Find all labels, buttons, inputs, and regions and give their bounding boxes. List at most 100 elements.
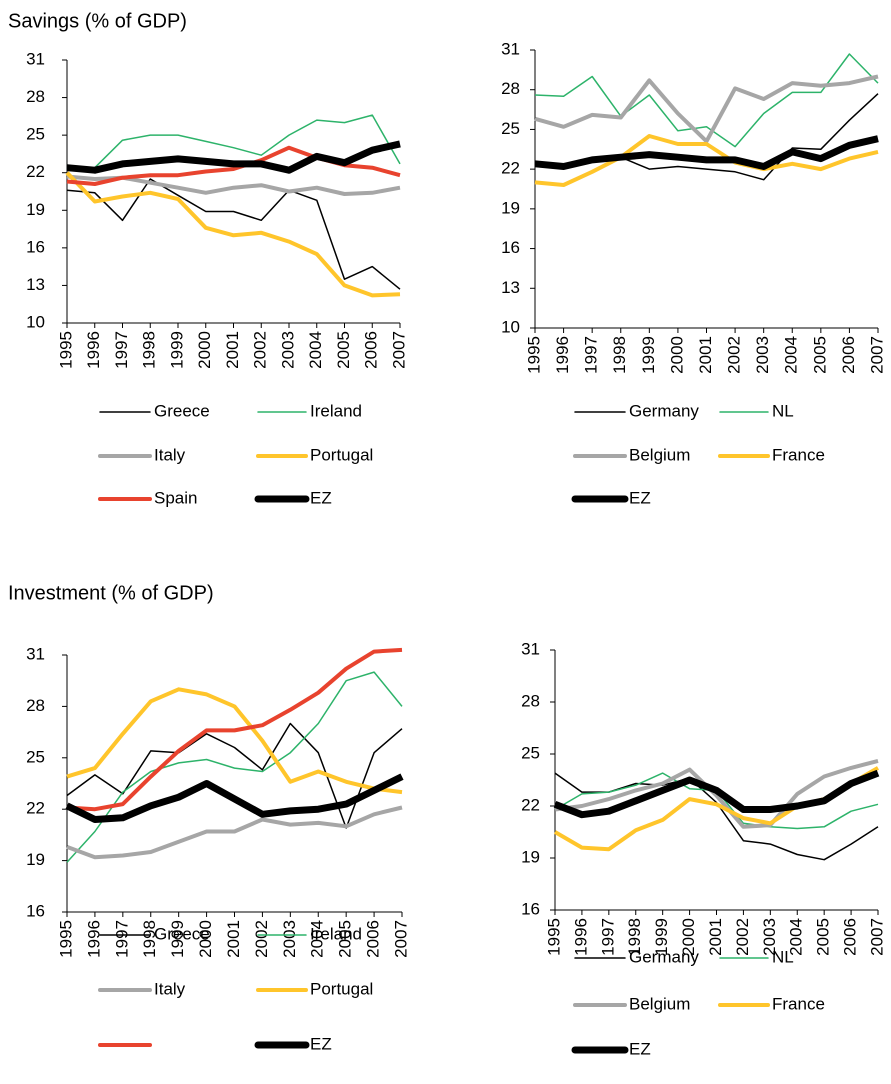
legend-label: Germany: [629, 401, 699, 420]
legend-label: Belgium: [629, 994, 690, 1013]
x-tick-label: 2001: [224, 920, 243, 958]
x-tick-label: 2004: [782, 336, 801, 374]
x-tick-label: 1996: [553, 336, 572, 374]
y-tick-label: 25: [26, 747, 45, 766]
y-tick-label: 16: [521, 899, 540, 918]
y-tick-label: 19: [26, 200, 45, 219]
x-tick-label: 1998: [625, 918, 644, 956]
series-line: [66, 805, 403, 860]
y-tick-label: 16: [501, 238, 520, 257]
y-tick-label: 25: [26, 125, 45, 144]
x-tick-label: 2003: [280, 920, 299, 958]
x-tick-label: 2007: [867, 918, 886, 956]
y-tick-label: 22: [521, 795, 540, 814]
series-line: [65, 171, 401, 298]
x-tick-label: 1998: [140, 920, 159, 958]
x-tick-label: 1995: [544, 918, 563, 956]
x-tick-label: 1999: [639, 336, 658, 374]
x-tick-label: 2001: [706, 918, 725, 956]
legend-label: Greece: [154, 401, 210, 420]
legend-label: NL: [772, 401, 794, 420]
y-tick-label: 28: [501, 79, 520, 98]
legend-label: Germany: [629, 947, 699, 966]
legend-label: EZ: [310, 488, 332, 507]
legend-label: NL: [772, 947, 794, 966]
chart-title: Investment (% of GDP): [8, 582, 214, 604]
legend-label: EZ: [310, 1034, 332, 1053]
series-line: [534, 134, 879, 187]
y-tick-label: 22: [26, 162, 45, 181]
x-tick-label: 2005: [814, 918, 833, 956]
legend-label: Ireland: [310, 924, 362, 943]
x-tick-label: 2002: [725, 336, 744, 374]
y-tick-label: 31: [26, 49, 45, 68]
legend-label: EZ: [629, 488, 651, 507]
x-tick-label: 1999: [168, 920, 187, 958]
legend-label: Ireland: [310, 401, 362, 420]
series-line: [554, 772, 879, 861]
x-tick-label: 1997: [112, 920, 131, 958]
series-line: [554, 758, 879, 829]
x-tick-label: 1997: [598, 918, 617, 956]
x-tick-label: 2003: [278, 331, 297, 369]
series-line: [66, 140, 401, 174]
x-tick-label: 2007: [867, 336, 886, 374]
x-tick-label: 2002: [733, 918, 752, 956]
y-tick-label: 28: [521, 691, 540, 710]
x-tick-label: 2006: [839, 336, 858, 374]
x-tick-label: 1995: [56, 331, 75, 369]
x-tick-label: 1996: [84, 920, 103, 958]
y-tick-label: 19: [501, 198, 520, 217]
series-line: [66, 647, 403, 812]
legend-label: EZ: [629, 1039, 651, 1058]
y-tick-label: 13: [501, 278, 520, 297]
y-tick-label: 25: [501, 119, 520, 138]
y-tick-label: 19: [521, 847, 540, 866]
x-tick-label: 2002: [252, 920, 271, 958]
x-tick-label: 2000: [196, 920, 215, 958]
chart-title: Savings (% of GDP): [8, 10, 187, 32]
y-tick-label: 31: [501, 39, 520, 58]
series-line: [553, 769, 880, 819]
x-tick-label: 1999: [652, 918, 671, 956]
x-tick-label: 1999: [167, 331, 186, 369]
x-tick-label: 2000: [667, 336, 686, 374]
legend-label: Spain: [154, 488, 197, 507]
y-tick-label: 22: [501, 159, 520, 178]
x-tick-label: 2005: [336, 920, 355, 958]
legend-label: Greece: [154, 924, 210, 943]
x-tick-label: 2003: [753, 336, 772, 374]
x-tick-label: 2001: [223, 331, 242, 369]
x-tick-label: 2000: [679, 918, 698, 956]
x-tick-label: 2004: [306, 331, 325, 369]
x-tick-label: 2006: [364, 920, 383, 958]
x-tick-label: 2002: [251, 331, 270, 369]
y-tick-label: 22: [26, 799, 45, 818]
x-tick-label: 2004: [308, 920, 327, 958]
legend-label: Italy: [154, 979, 186, 998]
series-line: [66, 178, 401, 290]
x-tick-label: 2000: [195, 331, 214, 369]
x-tick-label: 1995: [524, 336, 543, 374]
series-line: [66, 687, 403, 795]
x-tick-label: 1997: [582, 336, 601, 374]
x-tick-label: 2005: [334, 331, 353, 369]
x-tick-label: 2006: [841, 918, 860, 956]
legend-label: Portugal: [310, 445, 373, 464]
x-tick-label: 2003: [760, 918, 779, 956]
x-tick-label: 2005: [810, 336, 829, 374]
series-line: [65, 773, 404, 823]
y-tick-label: 31: [26, 644, 45, 663]
x-tick-label: 2007: [391, 920, 410, 958]
series-line: [66, 114, 401, 171]
x-tick-label: 1995: [56, 920, 75, 958]
x-tick-label: 2006: [362, 331, 381, 369]
y-tick-label: 13: [26, 275, 45, 294]
x-tick-label: 1998: [610, 336, 629, 374]
legend-label: Italy: [154, 445, 186, 464]
legend-label: France: [772, 445, 825, 464]
y-tick-label: 16: [26, 237, 45, 256]
x-tick-label: 2004: [787, 918, 806, 956]
